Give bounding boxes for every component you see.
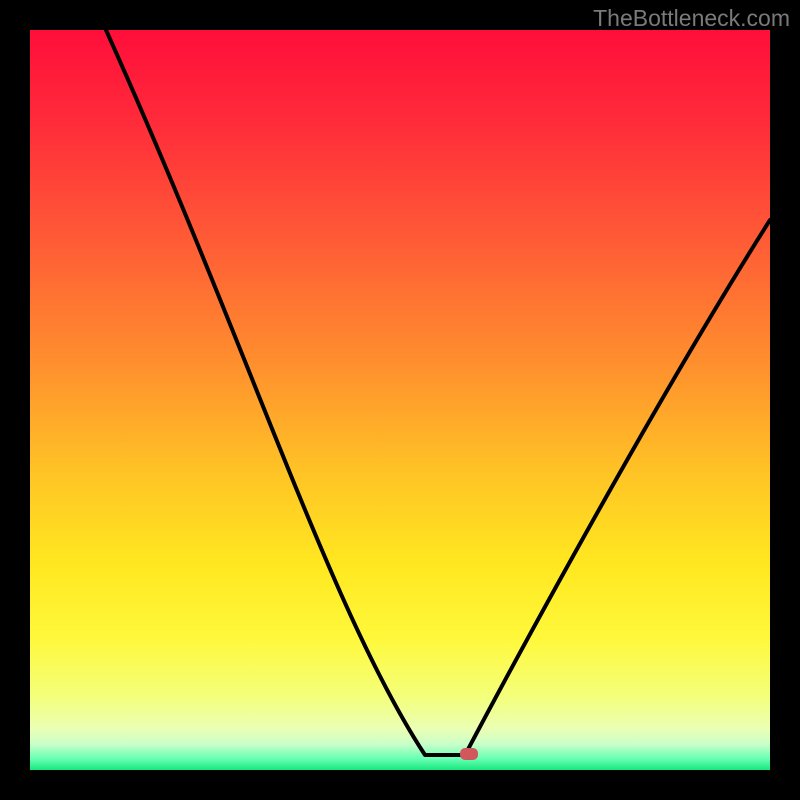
- watermark-text: TheBottleneck.com: [593, 5, 790, 32]
- bottleneck-curve: [30, 30, 770, 770]
- plot-area: [30, 30, 770, 770]
- minimum-marker: [460, 748, 478, 760]
- chart-container: TheBottleneck.com: [0, 0, 800, 800]
